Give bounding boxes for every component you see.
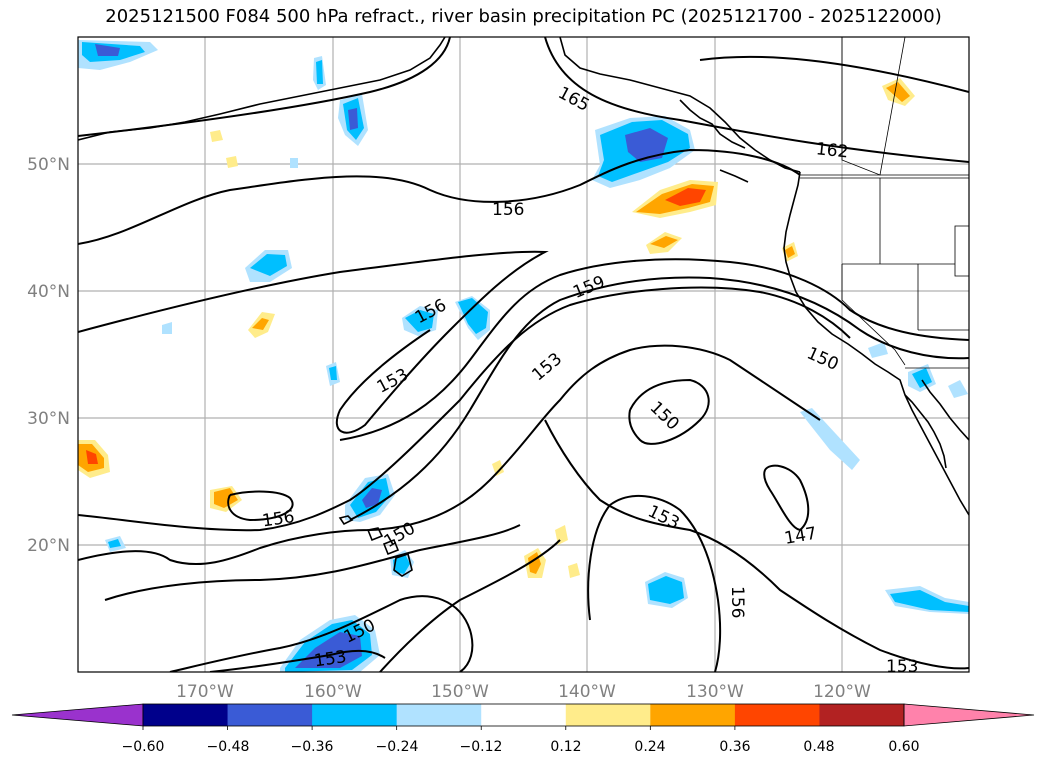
colorbar-extend-max xyxy=(903,703,1035,727)
colorbar-segment xyxy=(734,704,820,726)
lat-tick-label: 50°N xyxy=(27,155,70,175)
colorbar-tick-label: 0.12 xyxy=(550,739,581,755)
lon-tick-label: 160°W xyxy=(304,682,362,702)
lat-ticks: 20°N 30°N 40°N 50°N xyxy=(27,155,70,556)
colorbar-segment xyxy=(143,704,229,726)
borders xyxy=(800,37,969,369)
contour-label: 162 xyxy=(815,139,849,162)
colorbar-frame xyxy=(142,703,905,727)
contours xyxy=(78,37,969,672)
colorbar-segment xyxy=(481,704,567,726)
map-title: 2025121500 F084 500 hPa refract., river … xyxy=(105,6,942,27)
colorbar-tick-label: −0.24 xyxy=(376,739,419,755)
colorbar-labels: −0.60 −0.48 −0.36 −0.24 −0.12 0.12 0.24 … xyxy=(122,739,920,755)
colorbar-segment xyxy=(312,704,398,726)
contour-label: 156 xyxy=(727,586,747,618)
contour-label: 153 xyxy=(313,647,348,671)
colorbar-segment xyxy=(565,704,651,726)
contour-label: 153 xyxy=(886,657,918,677)
contour-label: 156 xyxy=(261,507,296,531)
colorbar-tick-label: 0.48 xyxy=(803,739,834,755)
colorbar-tick-label: −0.48 xyxy=(207,739,250,755)
colorbar-tick-label: −0.36 xyxy=(291,739,334,755)
colorbar-tick-label: 0.24 xyxy=(634,739,665,755)
map-frame xyxy=(77,36,970,673)
lat-tick-label: 30°N xyxy=(27,409,70,429)
colorbar-segment xyxy=(819,704,905,726)
contour-label: 156 xyxy=(492,200,524,220)
colorbar-segment xyxy=(650,704,736,726)
lon-tick-label: 120°W xyxy=(813,682,871,702)
colorbar xyxy=(11,703,1035,730)
colorbar-tick-label: 0.60 xyxy=(888,739,919,755)
lat-tick-label: 40°N xyxy=(27,282,70,302)
lon-tick-label: 170°W xyxy=(176,682,234,702)
lon-ticks: 170°W 160°W 150°W 140°W 130°W 120°W xyxy=(176,682,871,702)
colorbar-segment xyxy=(396,704,482,726)
colorbar-segment xyxy=(227,704,313,726)
lon-tick-label: 140°W xyxy=(558,682,616,702)
colorbar-extend-min xyxy=(11,703,144,727)
lon-tick-label: 150°W xyxy=(431,682,489,702)
colorbar-tick-label: −0.12 xyxy=(460,739,503,755)
lon-tick-label: 130°W xyxy=(686,682,744,702)
colorbar-tick-label: −0.60 xyxy=(122,739,165,755)
lat-tick-label: 20°N xyxy=(27,536,70,556)
colorbar-tick-label: 0.36 xyxy=(719,739,750,755)
